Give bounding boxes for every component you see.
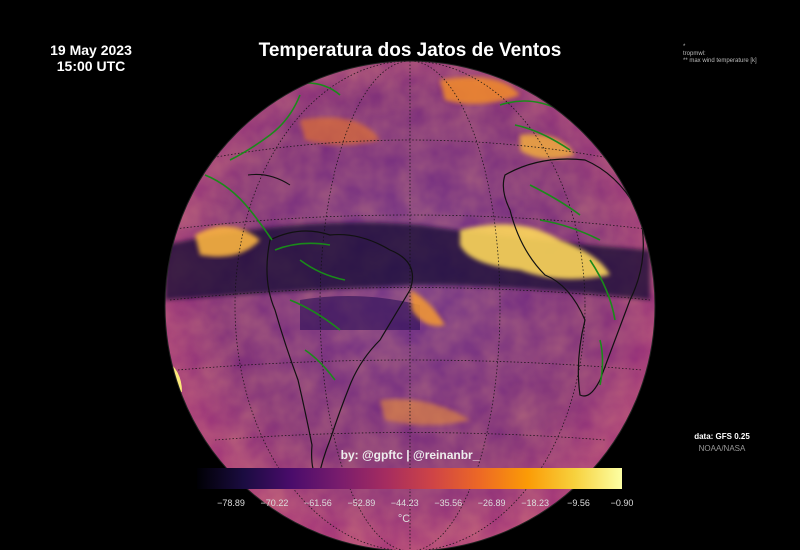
colorbar-tick-label: −18.23 <box>521 498 549 508</box>
central-america-outline <box>204 174 273 241</box>
colorbar-tick-label: −44.23 <box>390 498 419 508</box>
metadata-line-1: * <box>683 44 686 50</box>
south-america-outline <box>266 230 414 482</box>
author-credit: by: @gpftc | @reinanbr_ <box>340 448 480 462</box>
africa-outline <box>502 158 644 397</box>
colorbar-tick-label: −61.56 <box>303 498 332 508</box>
colorbar-tick-label: −52.89 <box>347 498 376 508</box>
map-title: Temperatura dos Jatos de Ventos <box>258 40 562 61</box>
colorbar <box>197 468 622 489</box>
graticule <box>165 61 655 550</box>
metadata-line-3: ** max wind temperature [k] <box>683 58 757 64</box>
globe-edge <box>164 60 656 550</box>
colorbar-tick-label: −35.56 <box>434 498 463 508</box>
datetime-label: 19 May 2023 15:00 UTC <box>50 42 132 74</box>
date-text: 19 May 2023 <box>50 42 132 58</box>
colorbar-ticks: −78.89 −70.22 −61.56 −52.89 −44.23 −35.56 −26.… <box>197 498 633 512</box>
colorbar-tick-label: −9.56 <box>567 498 590 508</box>
data-source: data: GFS 0.25 <box>694 432 750 441</box>
colorbar-tick-label: −78.89 <box>217 498 245 508</box>
colorbar-tick-label: −26.89 <box>477 498 506 508</box>
colorbar-tick-label: −70.22 <box>260 498 289 508</box>
time-text: 15:00 UTC <box>56 58 126 74</box>
metadata-note: * tropmwl: ** max wind temperature [k] <box>683 44 757 65</box>
metadata-line-2: tropmwl: <box>683 51 706 57</box>
colorbar-tick-label: −0.90 <box>610 498 634 508</box>
colorbar-unit: °C <box>397 513 411 525</box>
data-organization: NOAA/NASA <box>698 444 746 453</box>
